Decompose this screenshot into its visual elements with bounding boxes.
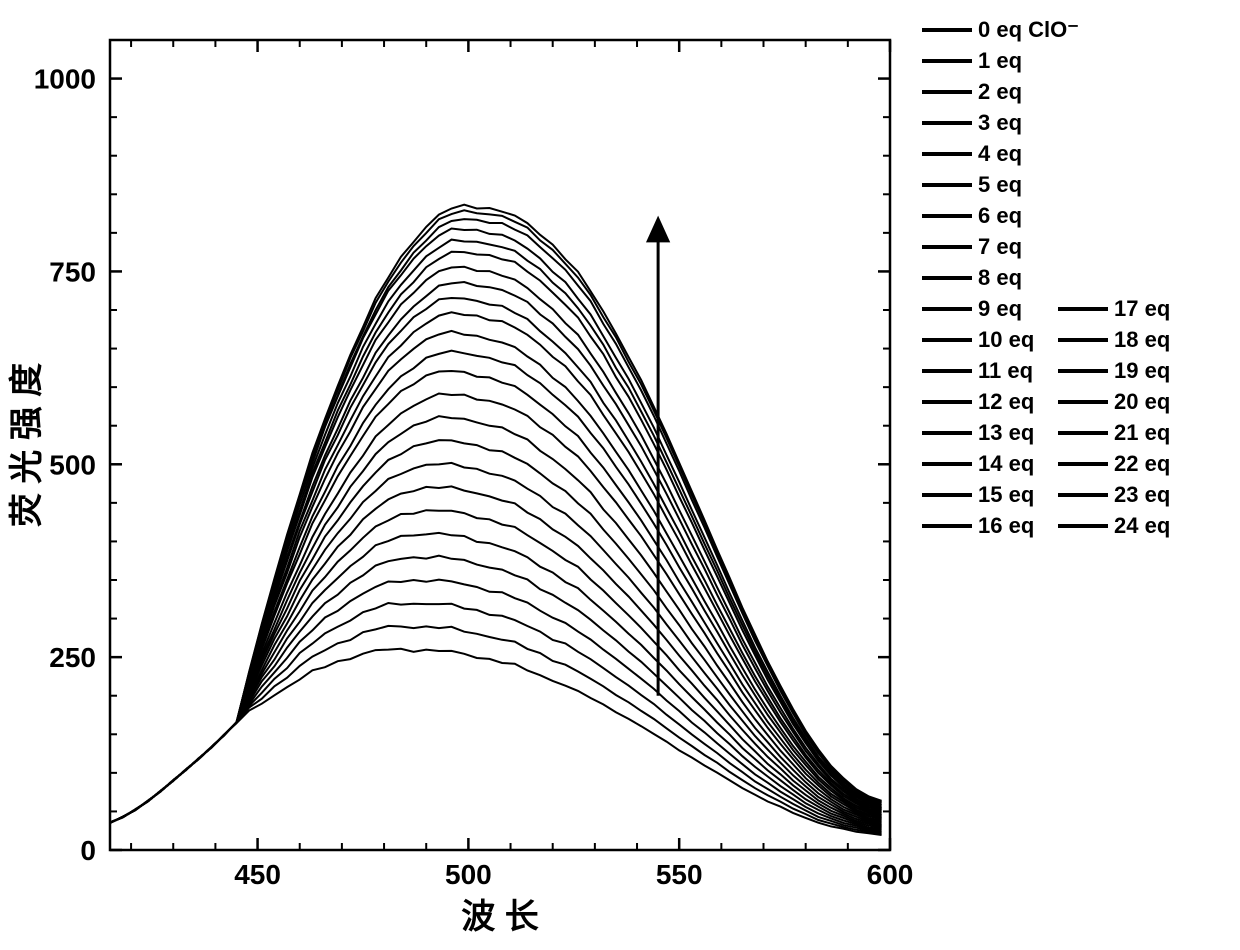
- x-axis-title: 波 长: [461, 898, 538, 936]
- series-line: [110, 252, 882, 823]
- legend-label: 22 eq: [1114, 451, 1170, 476]
- series-line: [110, 394, 882, 823]
- y-tick-label: 250: [49, 642, 96, 673]
- legend-label: 24 eq: [1114, 513, 1170, 538]
- legend-label: 6 eq: [978, 203, 1022, 228]
- series-line: [110, 298, 882, 823]
- legend-label: 17 eq: [1114, 296, 1170, 321]
- legend-label: 12 eq: [978, 389, 1034, 414]
- legend-label: 16 eq: [978, 513, 1034, 538]
- legend-label: 9 eq: [978, 296, 1022, 321]
- trend-arrow-head: [648, 219, 668, 241]
- series-line: [110, 210, 882, 822]
- legend-label: 3 eq: [978, 110, 1022, 135]
- x-tick-label: 450: [234, 859, 281, 890]
- legend-label: 4 eq: [978, 141, 1022, 166]
- legend-label: 1 eq: [978, 48, 1022, 73]
- chart-container: 450 500 550 600 0 250 500 750 1000 波 长 荧 光 强 度 0 eq…: [0, 0, 1240, 950]
- legend-label: 18 eq: [1114, 327, 1170, 352]
- legend-label: 20 eq: [1114, 389, 1170, 414]
- series-line: [110, 205, 882, 823]
- legend-label: 0 eq ClO⁻: [978, 17, 1079, 42]
- legend-label: 21 eq: [1114, 420, 1170, 445]
- legend-label: 10 eq: [978, 327, 1034, 352]
- series-line: [110, 331, 882, 823]
- legend-label: 2 eq: [978, 79, 1022, 104]
- y-axis-title: 荧 光 强 度: [8, 363, 46, 527]
- fluorescence-chart: 450 500 550 600 0 250 500 750 1000 波 长 荧 光 强 度 0 eq…: [0, 0, 1240, 950]
- y-tick-label: 0: [80, 835, 96, 866]
- legend-label: 5 eq: [978, 172, 1022, 197]
- x-tick-label: 550: [656, 859, 703, 890]
- y-tick-label: 1000: [34, 64, 96, 95]
- legend-label: 14 eq: [978, 451, 1034, 476]
- series-line: [110, 240, 882, 823]
- x-tick-label: 500: [445, 859, 492, 890]
- legend-label: 13 eq: [978, 420, 1034, 445]
- legend-label: 11 eq: [978, 358, 1033, 383]
- legend-label: 8 eq: [978, 265, 1022, 290]
- series-line: [110, 351, 882, 823]
- legend-label: 19 eq: [1114, 358, 1170, 383]
- legend-label: 15 eq: [978, 482, 1034, 507]
- legend-label: 7 eq: [978, 234, 1022, 259]
- y-tick-label: 750: [49, 256, 96, 287]
- x-tick-label: 600: [867, 859, 914, 890]
- y-tick-label: 500: [49, 449, 96, 480]
- series-line: [110, 533, 882, 828]
- legend-label: 23 eq: [1114, 482, 1170, 507]
